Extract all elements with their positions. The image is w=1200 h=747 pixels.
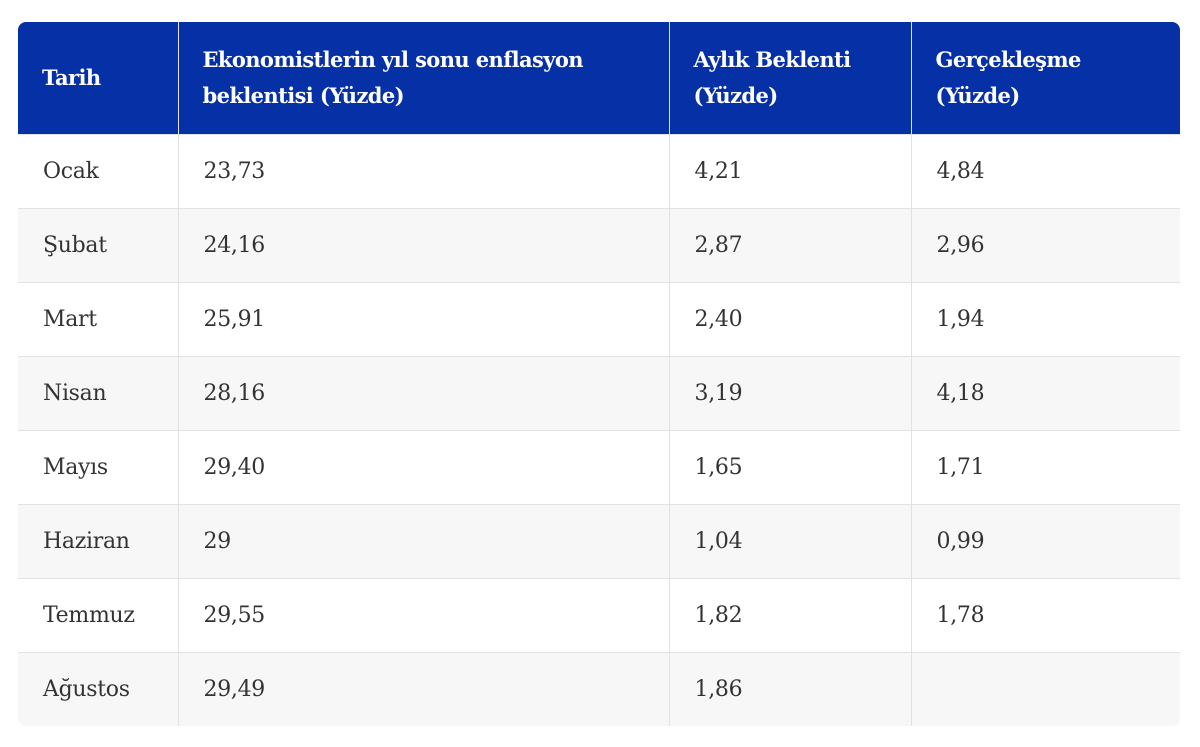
table-row: Temmuz 29,55 1,82 1,78 — [18, 578, 1180, 653]
table-cell: 29,55 — [177, 578, 669, 653]
table-cell: 4,18 — [910, 356, 1180, 431]
table-cell: 25,91 — [177, 282, 669, 357]
table-body: Ocak 23,73 4,21 4,84 Şubat 24,16 2,87 2,96 Mart 2… — [18, 134, 1180, 726]
table-row: Ağustos 29,49 1,86 — [18, 652, 1180, 726]
header-cell: Gerçekleşme (Yüzde) — [910, 22, 1180, 135]
table-header: Tarih Ekonomistlerin yıl sonu enflasyon … — [18, 22, 1180, 135]
table-cell: 24,16 — [177, 208, 669, 283]
table-cell — [910, 652, 1180, 726]
table-cell: Nisan — [18, 356, 178, 431]
table-cell: 1,65 — [668, 430, 911, 505]
table-cell: 1,71 — [910, 430, 1180, 505]
table-row: Mart 25,91 2,40 1,94 — [18, 282, 1180, 357]
table-cell: 29 — [177, 504, 669, 579]
table-cell: 2,96 — [910, 208, 1180, 283]
table-container: Tarih Ekonomistlerin yıl sonu enflasyon … — [18, 22, 1180, 726]
table-cell: 1,94 — [910, 282, 1180, 357]
inflation-table: Tarih Ekonomistlerin yıl sonu enflasyon … — [18, 22, 1180, 726]
table-cell: 23,73 — [177, 134, 669, 209]
table-cell: Haziran — [18, 504, 178, 579]
table-cell: Temmuz — [18, 578, 178, 653]
table-row: Şubat 24,16 2,87 2,96 — [18, 208, 1180, 283]
table-cell: 1,82 — [668, 578, 911, 653]
table-cell: Mayıs — [18, 430, 178, 505]
header-cell: Tarih — [18, 22, 178, 135]
table-cell: 29,49 — [177, 652, 669, 726]
table-cell: 1,04 — [668, 504, 911, 579]
table-cell: Ağustos — [18, 652, 178, 726]
table-cell: 1,86 — [668, 652, 911, 726]
table-row: Mayıs 29,40 1,65 1,71 — [18, 430, 1180, 505]
table-cell: 4,21 — [668, 134, 911, 209]
header-cell: Ekonomistlerin yıl sonu enflasyon beklen… — [177, 22, 669, 135]
table-row: Haziran 29 1,04 0,99 — [18, 504, 1180, 579]
header-row: Tarih Ekonomistlerin yıl sonu enflasyon … — [18, 22, 1180, 135]
table-cell: 4,84 — [910, 134, 1180, 209]
table-row: Nisan 28,16 3,19 4,18 — [18, 356, 1180, 431]
table-cell: 28,16 — [177, 356, 669, 431]
table-cell: Mart — [18, 282, 178, 357]
table-cell: 1,78 — [910, 578, 1180, 653]
table-cell: 2,40 — [668, 282, 911, 357]
table-cell: Şubat — [18, 208, 178, 283]
table-cell: 2,87 — [668, 208, 911, 283]
table-cell: 29,40 — [177, 430, 669, 505]
table-cell: 3,19 — [668, 356, 911, 431]
table-row: Ocak 23,73 4,21 4,84 — [18, 134, 1180, 209]
table-cell: Ocak — [18, 134, 178, 209]
table-cell: 0,99 — [910, 504, 1180, 579]
header-cell: Aylık Beklenti (Yüzde) — [668, 22, 911, 135]
